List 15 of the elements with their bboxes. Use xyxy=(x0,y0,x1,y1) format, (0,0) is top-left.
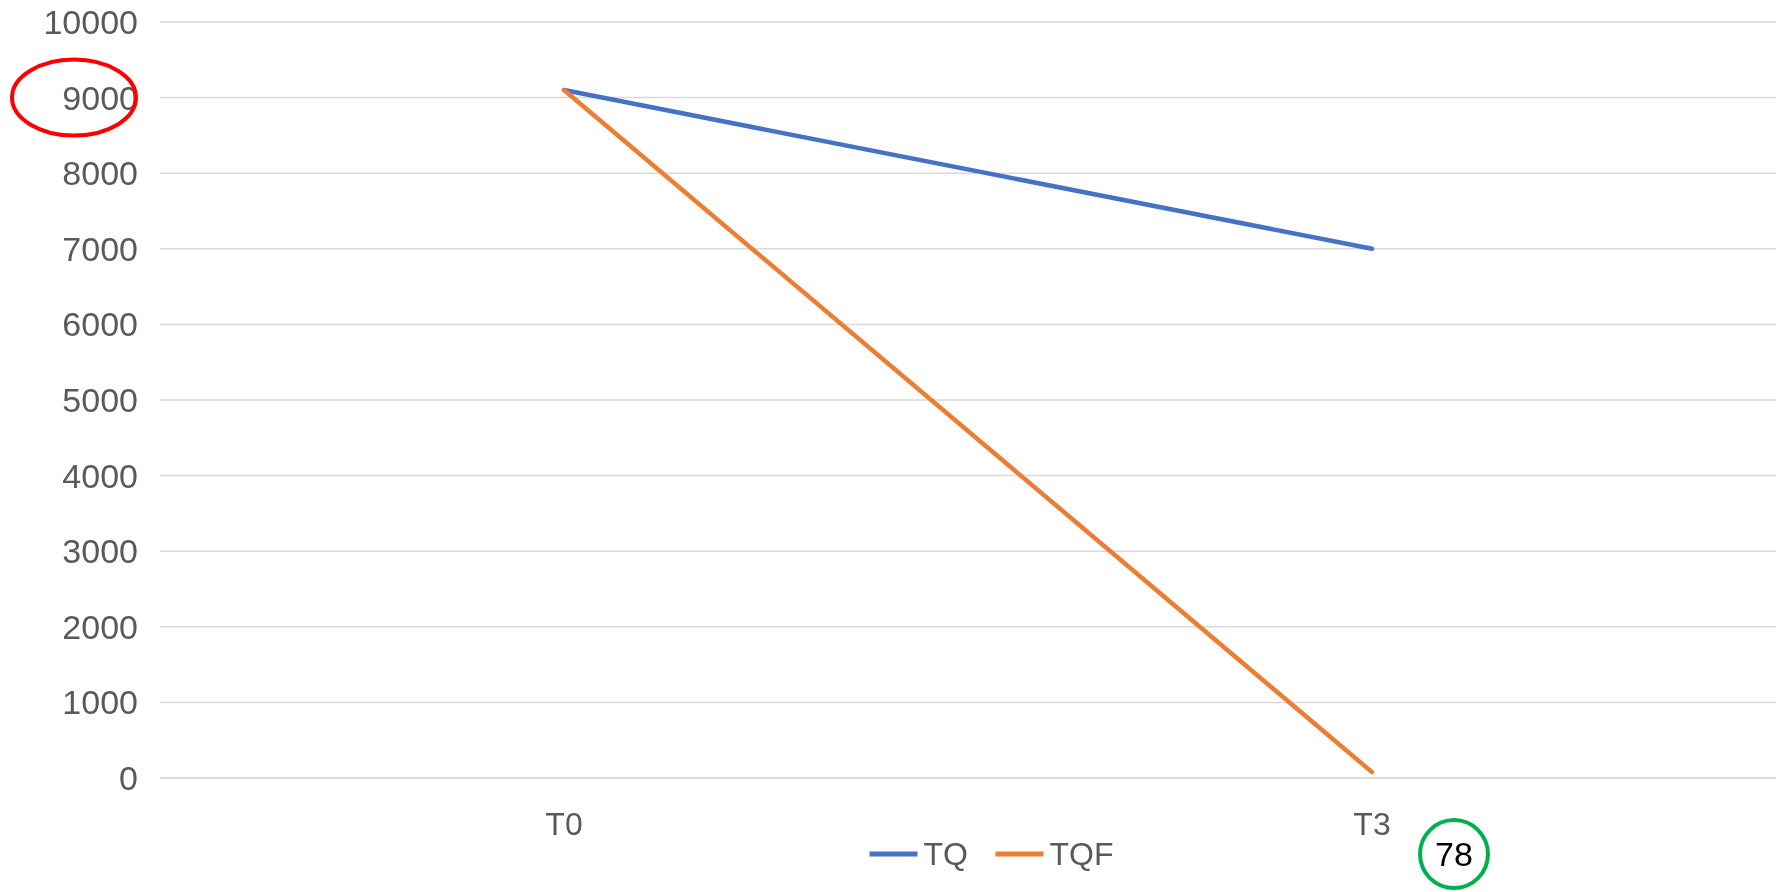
x-tick-label: T3 xyxy=(1353,806,1391,842)
y-tick-label: 8000 xyxy=(62,154,138,193)
legend-label: TQ xyxy=(923,836,968,873)
annotation: 78 xyxy=(1435,835,1473,873)
y-tick-label: 6000 xyxy=(62,305,138,344)
legend-label: TQF xyxy=(1049,836,1114,873)
y-tick-label: 5000 xyxy=(62,380,138,419)
y-tick-label: 0 xyxy=(119,758,138,797)
y-tick-label: 7000 xyxy=(62,229,138,268)
y-tick-label: 2000 xyxy=(62,607,138,646)
y-tick-label: 1000 xyxy=(62,683,138,722)
y-tick-label: 3000 xyxy=(62,532,138,571)
y-tick-label: 10000 xyxy=(43,2,138,41)
x-tick-label: T0 xyxy=(545,806,583,842)
y-tick-label: 4000 xyxy=(62,456,138,495)
